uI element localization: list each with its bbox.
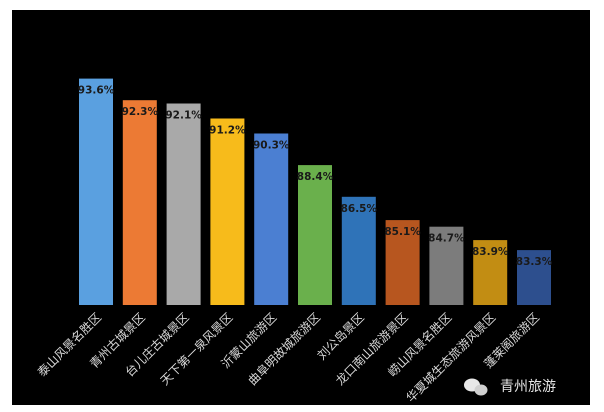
watermark: 青州旅游 <box>464 378 556 396</box>
bar-10 <box>473 240 508 305</box>
value-labels-layer: 93.6% 92.3% 92.1% 91.2% 90.3% 88.4% 86.5% 85.1%… <box>78 85 553 269</box>
value-label-8: 85.1% <box>384 226 421 238</box>
bar-1 <box>79 78 113 305</box>
bar-3 <box>166 103 201 305</box>
bar-7 <box>341 196 376 305</box>
bar-4 <box>210 118 245 305</box>
bar-8 <box>385 220 420 305</box>
value-label-11: 83.3% <box>516 256 553 268</box>
bar-2 <box>122 100 157 305</box>
bar-6 <box>298 165 332 305</box>
value-label-5: 90.3% <box>253 140 290 152</box>
value-label-7: 86.5% <box>341 203 378 215</box>
watermark-text: 青州旅游 <box>500 379 556 395</box>
bar-11 <box>517 250 551 305</box>
value-label-6: 88.4% <box>297 171 334 183</box>
value-label-2: 92.3% <box>122 106 159 118</box>
value-label-9: 84.7% <box>428 233 465 245</box>
bar-9 <box>429 226 464 305</box>
wechat-icon <box>464 378 488 396</box>
value-label-3: 92.1% <box>165 110 202 122</box>
value-label-4: 91.2% <box>209 125 246 137</box>
value-label-1: 93.6% <box>78 85 115 97</box>
bar-5 <box>254 133 289 305</box>
value-label-10: 83.9% <box>472 246 509 258</box>
bars-layer <box>79 78 551 305</box>
